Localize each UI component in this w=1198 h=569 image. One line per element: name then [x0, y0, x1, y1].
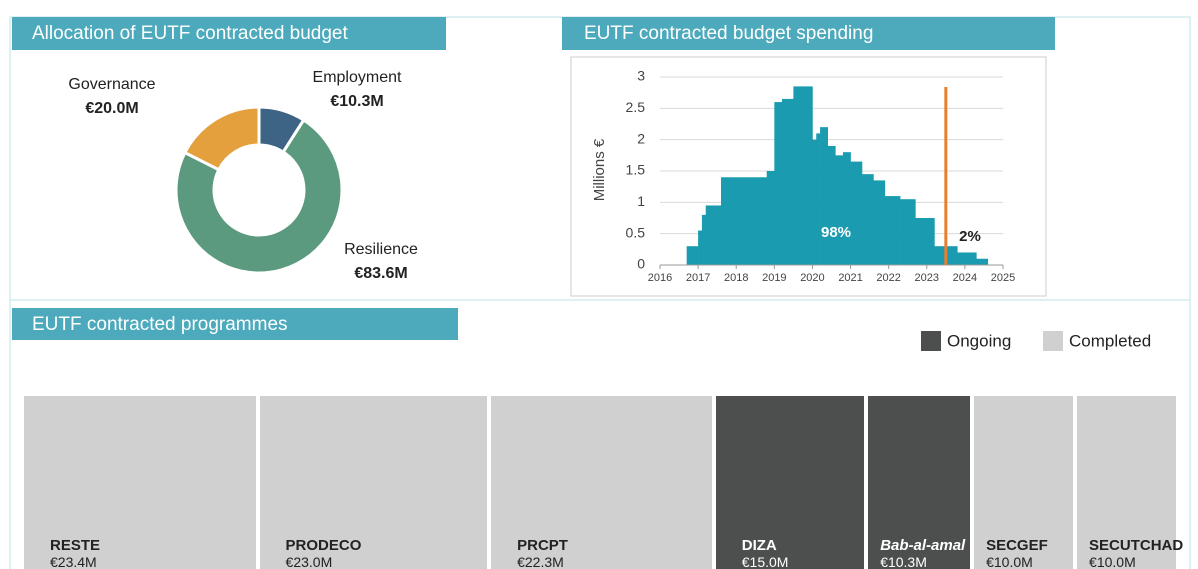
slice-label: Governance	[68, 76, 155, 93]
slice-label: Employment	[313, 69, 402, 86]
hist-bar	[698, 230, 703, 265]
hist-bar	[976, 258, 989, 265]
x-tick-label: 2025	[991, 272, 1015, 284]
legend-swatch	[921, 331, 941, 351]
legend-label: Ongoing	[947, 331, 1011, 350]
slice-value: €20.0M	[85, 100, 138, 117]
x-tick-label: 2022	[876, 272, 900, 284]
hist-bar	[701, 214, 707, 265]
x-tick-label: 2016	[648, 272, 672, 284]
slice-label: Resilience	[344, 241, 418, 258]
programme-value: €10.3M	[880, 554, 927, 569]
panel-title: Allocation of EUTF contracted budget	[32, 23, 349, 44]
annotation: 2%	[959, 228, 981, 245]
programme-value: €23.4M	[50, 554, 97, 569]
hist-bar	[827, 145, 836, 265]
programme-name: DIZA	[741, 537, 777, 554]
programme-tile: PRCPT €22.3M	[491, 396, 712, 569]
programme-name: RESTE	[50, 537, 101, 554]
donut-slice	[174, 117, 344, 275]
slice-value: €10.3M	[330, 93, 383, 110]
hist-bar	[820, 127, 828, 265]
programme-name: PRCPT	[517, 537, 568, 554]
hist-bar	[812, 139, 817, 265]
programme-tile: SECUTCHAD €10.0M	[1077, 396, 1184, 569]
x-tick-label: 2020	[800, 272, 824, 284]
programme-value: €10.0M	[1089, 554, 1136, 569]
y-tick-label: 1.5	[626, 162, 646, 178]
panel-title: EUTF contracted budget spending	[584, 23, 873, 44]
y-tick-label: 0	[637, 256, 645, 272]
hist-bar	[842, 152, 851, 265]
donut-slice	[182, 105, 261, 172]
header	[12, 308, 458, 340]
y-tick-label: 2.5	[626, 99, 646, 115]
legend-label: Completed	[1069, 331, 1151, 350]
programme-name: Bab-al-amal	[880, 537, 966, 554]
y-axis-label: Millions €	[591, 138, 608, 201]
hist-bar	[835, 155, 844, 265]
header	[562, 17, 1055, 50]
programme-tile: SECGEF €10.0M	[974, 396, 1074, 569]
programme-tile: DIZA €15.0M	[715, 396, 865, 569]
programme-value: €23.0M	[285, 554, 333, 569]
hist-bar	[720, 177, 768, 265]
hist-bar	[766, 171, 775, 265]
x-tick-label: 2021	[838, 272, 862, 284]
header	[12, 17, 446, 50]
x-tick-label: 2019	[762, 272, 786, 284]
x-tick-label: 2017	[686, 272, 710, 284]
programme-tile: PRODECO €23.0M	[259, 396, 488, 569]
hist-bar	[686, 246, 699, 265]
hist-bar	[816, 133, 821, 265]
hist-bar	[793, 86, 813, 266]
hist-bar	[861, 174, 874, 265]
panel-title: EUTF contracted programmes	[32, 314, 288, 335]
hist-bar	[915, 218, 935, 265]
x-tick-label: 2024	[953, 272, 977, 284]
hist-bar	[884, 196, 901, 265]
hist-bar	[873, 180, 886, 265]
programme-value: €22.3M	[517, 554, 564, 569]
hist-bar	[850, 161, 863, 265]
hist-bar	[957, 252, 977, 265]
y-tick-label: 3	[637, 68, 645, 84]
y-tick-label: 1	[637, 193, 645, 209]
x-tick-label: 2023	[915, 272, 939, 284]
programme-name: PRODECO	[285, 537, 362, 554]
hist-bar	[774, 102, 783, 265]
programme-value: €10.0M	[986, 554, 1033, 569]
hist-bar	[900, 199, 916, 265]
annotation: 98%	[821, 224, 851, 241]
slice-value: €83.6M	[354, 265, 407, 282]
y-tick-label: 0.5	[626, 224, 646, 240]
x-tick-label: 2018	[724, 272, 748, 284]
programme-tile: Bab-al-amal €10.3M	[868, 396, 971, 569]
hist-bar	[705, 205, 722, 265]
programme-value: €15.0M	[741, 554, 789, 569]
legend-swatch	[1043, 331, 1063, 351]
programme-name: SECGEF	[986, 537, 1048, 554]
y-tick-label: 2	[637, 130, 645, 146]
programme-name: SECUTCHAD	[1089, 537, 1184, 554]
hist-bar	[781, 98, 794, 265]
programme-tile: RESTE €23.4M	[24, 396, 256, 569]
